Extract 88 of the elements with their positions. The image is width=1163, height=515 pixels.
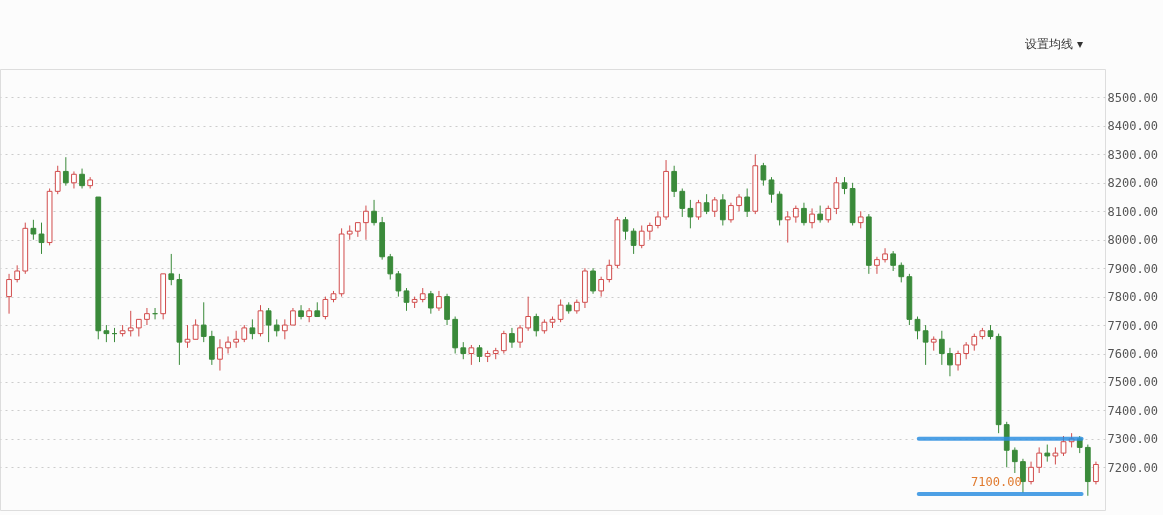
candlestick xyxy=(208,330,215,366)
candlestick xyxy=(249,318,256,340)
candlestick xyxy=(671,165,678,198)
candlestick xyxy=(217,338,223,372)
candlestick xyxy=(874,256,880,275)
candlestick xyxy=(403,287,410,312)
candlestick xyxy=(257,304,264,337)
candlestick xyxy=(590,267,596,295)
candlestick xyxy=(728,202,734,224)
candlestick xyxy=(427,290,434,315)
candlestick xyxy=(938,330,945,366)
y-tick-label: 8100.00 xyxy=(1107,204,1159,219)
y-tick-label: 7700.00 xyxy=(1107,318,1159,333)
candlestick xyxy=(79,168,85,189)
candlestick xyxy=(711,196,718,218)
candlestick xyxy=(882,247,888,263)
candlestick xyxy=(71,170,77,189)
candlestick xyxy=(914,316,921,340)
candlestick xyxy=(298,304,304,320)
y-tick-label: 7200.00 xyxy=(1107,460,1159,475)
candlestick xyxy=(6,273,12,315)
candlestick xyxy=(695,199,702,221)
candlestick xyxy=(444,293,450,326)
candlestick xyxy=(509,327,515,349)
candlestick xyxy=(955,350,961,372)
candlestick xyxy=(760,162,767,187)
candlestick xyxy=(630,227,637,255)
candlestick xyxy=(687,199,694,229)
candlestick xyxy=(638,224,645,249)
candlestick xyxy=(768,176,775,204)
y-tick-label: 8300.00 xyxy=(1107,147,1159,162)
candlestick xyxy=(436,290,442,312)
candlestick xyxy=(127,310,134,337)
candlestick xyxy=(947,347,953,377)
candlestick xyxy=(922,324,929,366)
y-tick-label: 8500.00 xyxy=(1107,90,1159,105)
candlestick xyxy=(1011,446,1018,474)
y-tick-label: 7400.00 xyxy=(1107,403,1159,418)
candlestick xyxy=(898,261,905,283)
candlestick xyxy=(468,344,475,366)
candlestick xyxy=(363,205,369,241)
candlestick xyxy=(719,193,726,226)
y-tick-label: 8000.00 xyxy=(1107,233,1159,248)
text: 设置均线 ▾ xyxy=(1025,37,1083,51)
candlestick xyxy=(703,193,710,215)
candlestick xyxy=(265,307,272,343)
candlestick xyxy=(525,296,532,332)
candlestick xyxy=(598,276,605,298)
candlestick xyxy=(1028,461,1034,485)
candlestick xyxy=(1020,458,1026,494)
candlestick xyxy=(168,253,175,286)
candlestick xyxy=(281,318,288,340)
candlestick xyxy=(322,296,329,320)
candlestick xyxy=(744,188,751,218)
candlestick xyxy=(1093,461,1099,485)
candlestick xyxy=(557,298,564,323)
candlestick xyxy=(801,202,807,226)
candlestick xyxy=(192,318,199,340)
candlestick xyxy=(30,219,37,241)
y-tick-label: 8200.00 xyxy=(1107,176,1159,191)
candlestick xyxy=(517,324,523,349)
annotation: 7100.00 xyxy=(971,475,1022,489)
candlestick xyxy=(606,259,613,283)
candlestick xyxy=(679,188,686,218)
candlestick xyxy=(184,324,191,349)
candlestick xyxy=(809,207,815,229)
candlestick xyxy=(54,165,61,195)
candlestick xyxy=(387,253,394,281)
candlestick xyxy=(890,250,897,272)
y-tick-label: 7900.00 xyxy=(1107,261,1159,276)
candlestick xyxy=(1036,446,1043,474)
candlestick xyxy=(225,335,231,355)
candlestick xyxy=(533,313,540,337)
y-tick-label: 7800.00 xyxy=(1107,290,1159,305)
y-tick-label: 7300.00 xyxy=(1107,432,1159,447)
candlestick xyxy=(1060,435,1067,457)
y-tick-label: 8400.00 xyxy=(1107,119,1159,134)
candlestick xyxy=(784,210,791,244)
candlestick xyxy=(38,222,45,255)
candlestick xyxy=(200,301,207,343)
candlestick xyxy=(622,216,629,241)
y-tick-label: 7600.00 xyxy=(1107,347,1159,362)
y-tick-label: 7500.00 xyxy=(1107,375,1159,390)
candlestick xyxy=(395,270,402,298)
candlestick xyxy=(62,156,69,187)
candlestick xyxy=(371,199,377,226)
candlestick xyxy=(500,330,507,355)
candlestick xyxy=(144,307,150,326)
